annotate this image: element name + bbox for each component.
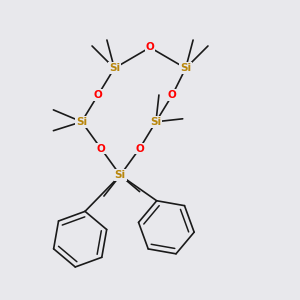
Text: Si: Si [76,117,87,127]
Text: O: O [94,90,102,100]
Text: Si: Si [150,117,161,127]
Text: Si: Si [180,63,191,73]
Text: O: O [168,90,177,100]
Text: O: O [135,143,144,154]
Text: Si: Si [115,170,126,180]
Text: O: O [97,143,105,154]
Text: Si: Si [109,63,120,73]
Text: O: O [146,43,154,52]
